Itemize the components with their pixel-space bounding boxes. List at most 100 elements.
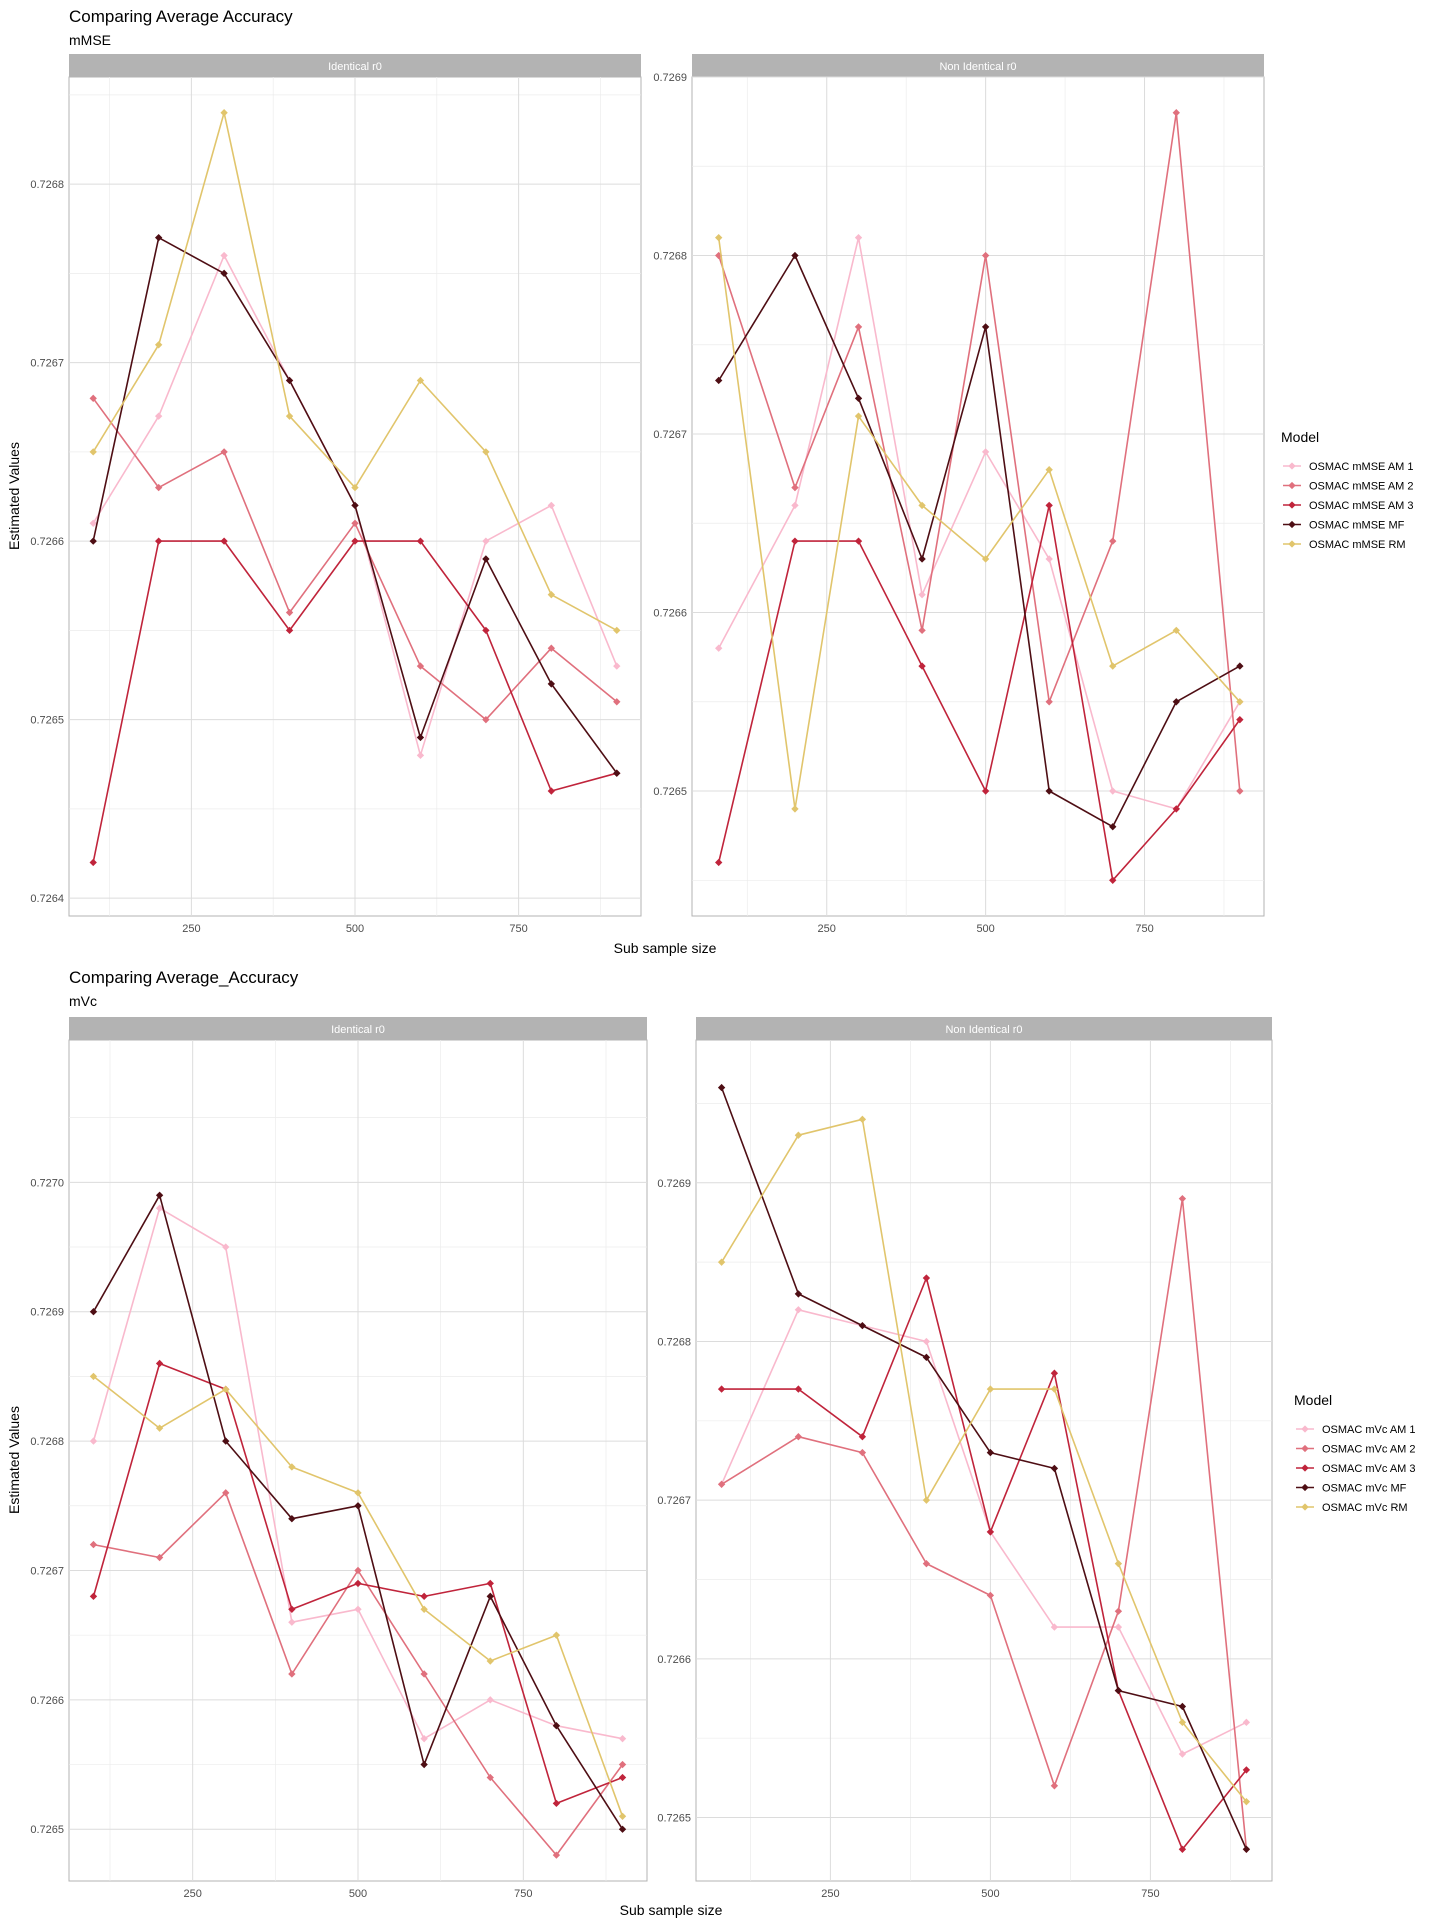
y-axis-ticks: 0.7265 0.7266 0.7267 0.7268 0.7269 0.7270 [30, 1177, 64, 1836]
y-tick-label: 0.7267 [657, 1495, 691, 1507]
data-point [1242, 1845, 1251, 1853]
legend-item-am1: OSMAC mMSE AM 1 [1283, 461, 1414, 473]
data-point [986, 1591, 995, 1600]
data-point [794, 1433, 803, 1441]
data-point [1114, 1559, 1123, 1568]
series-lines [715, 109, 1244, 884]
data-point [89, 858, 97, 867]
legend-key-marker [1301, 1503, 1309, 1511]
y-tick-label: 0.7269 [30, 1307, 64, 1319]
data-point [922, 1496, 931, 1504]
strip-background [696, 1017, 1272, 1040]
series-mf [715, 251, 1244, 831]
legend-label: OSMAC mVc AM 3 [1322, 1463, 1416, 1475]
data-point [858, 1433, 867, 1441]
legend-item-mf: OSMAC mVc MF [1296, 1483, 1407, 1495]
legend-key-marker [1288, 462, 1296, 470]
legend-label: OSMAC mVc RM [1322, 1502, 1408, 1514]
x-axis-ticks: 250 500 750 [182, 923, 528, 935]
chart-mmse: Comparing Average Accuracy mMSE Identica… [6, 7, 1414, 956]
legend-item-am3: OSMAC mMSE AM 3 [1283, 500, 1414, 512]
data-point [220, 251, 228, 260]
legend-item-am1: OSMAC mVc AM 1 [1296, 1424, 1416, 1436]
data-point [220, 109, 228, 117]
chart-subtitle: mVc [69, 993, 97, 1009]
legend-label: OSMAC mVc MF [1322, 1483, 1407, 1495]
panel-identical-r0: Identical r0 0.72650.72660.72670.72680.7… [30, 1017, 648, 1900]
chart-subtitle: mMSE [69, 32, 111, 48]
y-axis-ticks: 0.7265 0.7266 0.7267 0.7268 0.7269 [653, 72, 687, 798]
series-am3 [715, 501, 1244, 884]
data-point [854, 537, 863, 545]
data-point [918, 626, 926, 635]
data-point [285, 608, 294, 617]
y-tick-label: 0.7270 [30, 1177, 64, 1189]
y-tick-label: 0.7268 [657, 1336, 691, 1348]
series-lines [89, 1191, 627, 1859]
x-axis-ticks: 250 500 750 [183, 1888, 532, 1900]
data-point [482, 448, 490, 456]
y-tick-label: 0.7265 [653, 786, 687, 798]
data-point [547, 680, 556, 688]
data-point [351, 519, 359, 527]
legend-label: OSMAC mMSE RM [1309, 539, 1406, 551]
data-point [715, 644, 723, 652]
data-point [1050, 1782, 1059, 1790]
x-tick-label: 500 [976, 923, 994, 935]
data-point [547, 787, 556, 795]
data-point [354, 1605, 362, 1613]
x-axis-ticks: 250 500 750 [818, 923, 1154, 935]
y-axis-ticks: 0.7265 0.7266 0.7267 0.7268 0.7269 [657, 1178, 691, 1825]
data-point [854, 323, 863, 331]
strip-background [692, 54, 1264, 77]
legend-item-rm: OSMAC mMSE RM [1283, 539, 1406, 551]
data-point [1114, 1607, 1123, 1615]
data-point [1178, 1195, 1187, 1203]
panel-identical-r0: Identical r0 0.72640.72650.72660.72670.7… [30, 54, 642, 935]
chart-title: Comparing Average Accuracy [69, 7, 293, 26]
data-point [791, 501, 799, 510]
strip-label: Identical r0 [331, 1024, 385, 1036]
x-tick-label: 250 [183, 1888, 201, 1900]
data-point [416, 537, 425, 545]
data-point [89, 537, 97, 545]
data-point [285, 626, 294, 635]
data-point [552, 1722, 561, 1730]
series-rm [89, 1372, 627, 1820]
data-point [1109, 537, 1117, 545]
data-point [416, 376, 425, 385]
data-point [981, 787, 990, 795]
data-point [1109, 876, 1117, 884]
data-point [1172, 698, 1180, 706]
data-point [715, 858, 723, 867]
x-tick-label: 750 [514, 1888, 532, 1900]
legend-items: OSMAC mVc AM 1 OSMAC mVc AM 2 OSMAC mVc AM… [1296, 1424, 1416, 1514]
strip-background [69, 1017, 647, 1040]
legend-item-rm: OSMAC mVc RM [1296, 1502, 1408, 1514]
legend-title: Model [1294, 1392, 1332, 1408]
data-point [1114, 1623, 1123, 1631]
data-point [794, 1131, 803, 1139]
data-point [285, 376, 294, 385]
data-point [613, 626, 621, 635]
data-point [547, 501, 556, 510]
data-point [89, 394, 97, 402]
legend-label: OSMAC mMSE AM 3 [1309, 500, 1414, 512]
data-point [1109, 662, 1117, 670]
series-am1 [715, 233, 1244, 813]
data-point [154, 233, 163, 242]
data-point [1178, 1702, 1187, 1711]
x-tick-label: 500 [981, 1888, 999, 1900]
x-tick-label: 750 [509, 923, 527, 935]
data-point [1242, 1718, 1251, 1726]
legend-item-am3: OSMAC mVc AM 3 [1296, 1463, 1416, 1475]
data-point [1172, 805, 1180, 813]
data-point [1236, 787, 1244, 795]
series-rm [89, 109, 621, 635]
legend-key-marker [1288, 501, 1296, 509]
chart-mvc: Comparing Average_Accuracy mVc Identical… [6, 968, 1416, 1918]
series-am2 [89, 1489, 627, 1859]
data-point [922, 1559, 931, 1568]
y-axis-title: Estimated Values [6, 442, 22, 550]
